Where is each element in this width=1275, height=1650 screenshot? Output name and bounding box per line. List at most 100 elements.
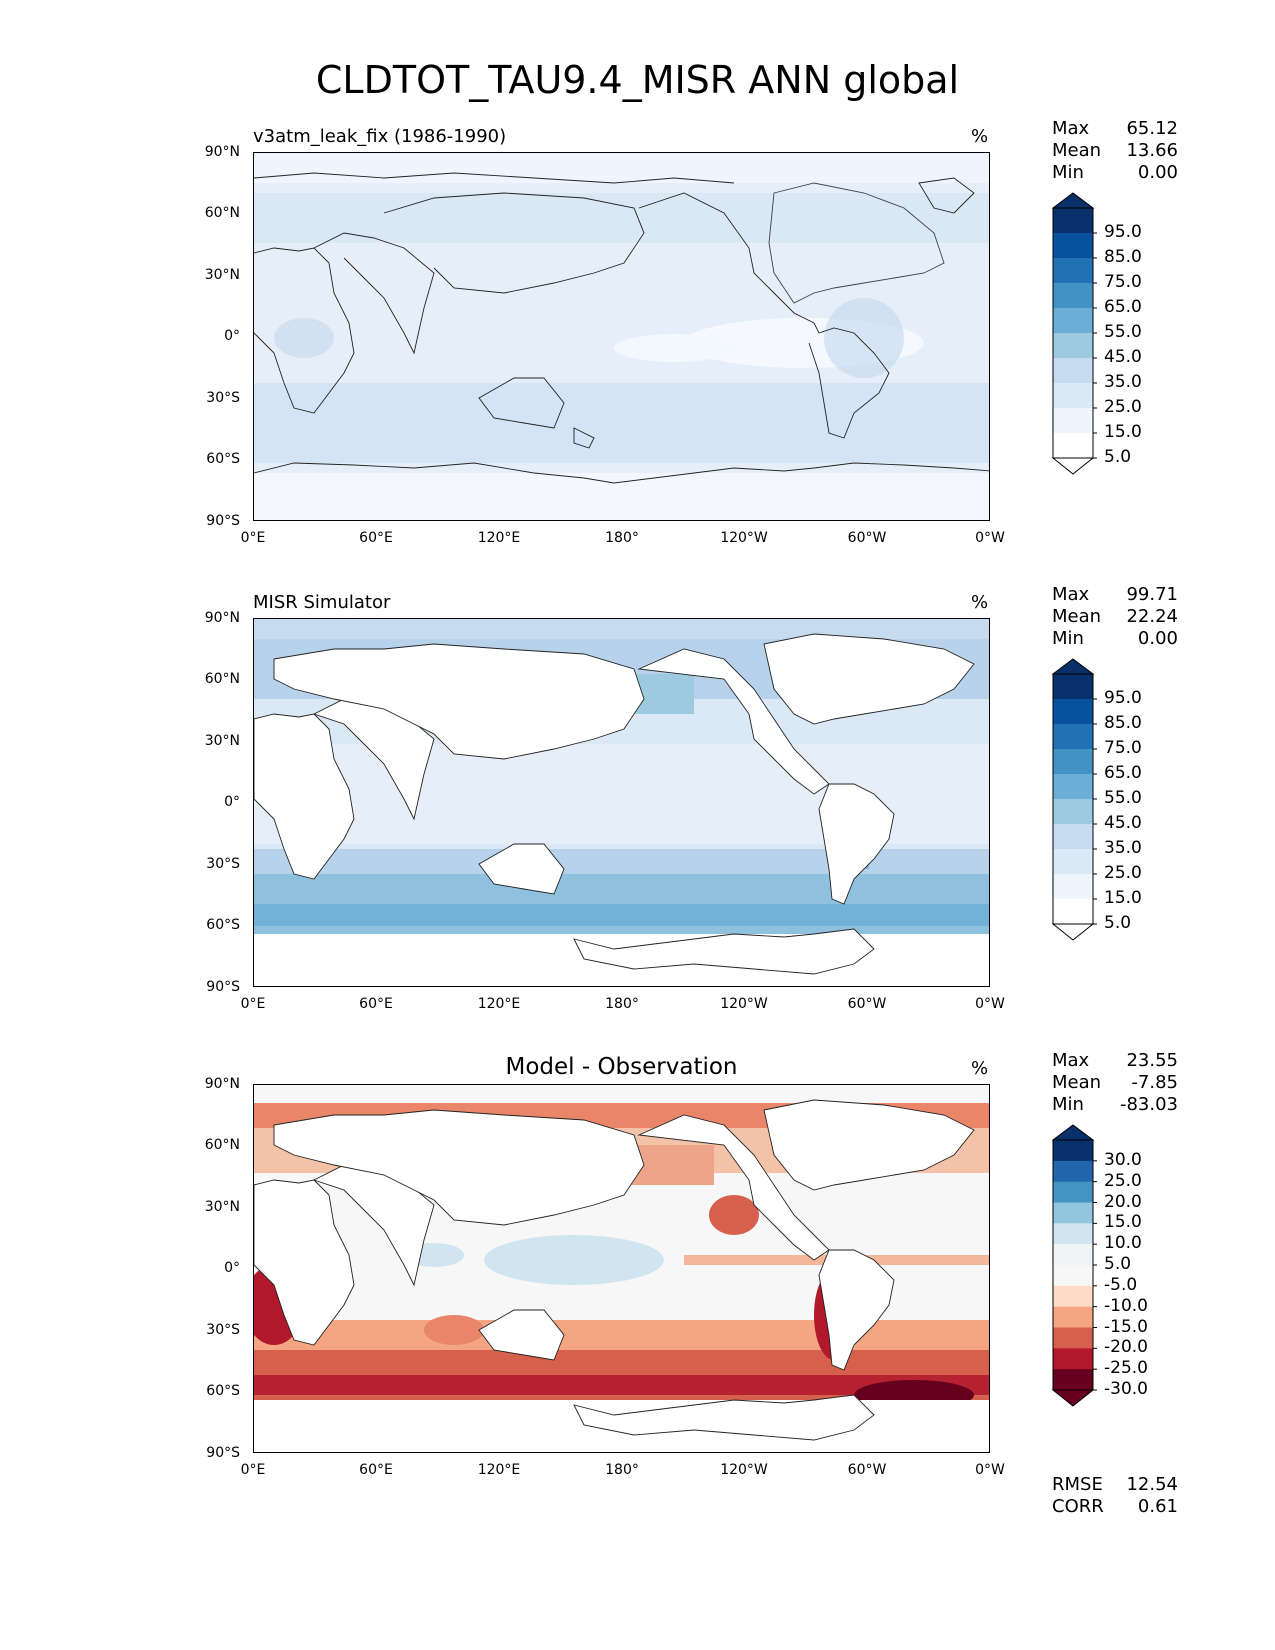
colorbar-segment: [1053, 208, 1093, 234]
colorbar-extend-top: [1052, 192, 1095, 209]
lat-tick: 30°N: [204, 1199, 240, 1215]
colorbar-segment: [1053, 1140, 1093, 1162]
lat-tick: 90°N: [204, 144, 240, 160]
stat-label: Mean: [1052, 606, 1102, 627]
stat-label: Mean: [1052, 140, 1102, 161]
stat-max: 65.12: [1126, 118, 1178, 139]
colorbar-label: 5.0: [1104, 447, 1132, 467]
colorbar-label: -5.0: [1104, 1274, 1138, 1295]
colorbar-label: 35.0: [1104, 838, 1142, 858]
colorbar-label: 55.0: [1104, 788, 1142, 808]
colorbar: [1052, 1124, 1097, 1407]
colorbar-label: 45.0: [1104, 347, 1142, 367]
stat-label: Min: [1052, 162, 1084, 183]
colorbar-segment: [1053, 849, 1093, 875]
colorbar-label: -30.0: [1104, 1379, 1148, 1399]
lon-tick: 0°E: [240, 996, 266, 1012]
panel-title: MISR Simulator: [253, 592, 391, 613]
lon-tick: 60°E: [359, 996, 393, 1012]
lon-tick: 180°: [605, 1462, 639, 1478]
lat-tick: 30°N: [204, 733, 240, 749]
lat-tick: 60°S: [206, 1383, 240, 1399]
lon-tick: 0°E: [240, 530, 266, 546]
colorbar-segment: [1053, 1265, 1093, 1287]
lat-tick: 60°S: [206, 451, 240, 467]
lat-tick: 60°N: [204, 205, 240, 221]
lat-tick: 90°S: [206, 513, 240, 529]
stat-mean: 22.24: [1126, 606, 1178, 627]
lat-tick: 30°S: [206, 856, 240, 872]
colorbar-label: -20.0: [1104, 1337, 1148, 1358]
lat-tick: 60°S: [206, 917, 240, 933]
stat-label: Max: [1052, 584, 1090, 605]
stat-corr: 0.61: [1137, 1496, 1178, 1517]
stats-block: Max 99.71 Mean 22.24 Min 0.00: [1052, 584, 1178, 650]
rmse-corr-block: RMSE 12.54 CORR 0.61: [1052, 1474, 1178, 1518]
figure-title: CLDTOT_TAU9.4_MISR ANN global: [315, 58, 960, 102]
lon-tick: 180°: [605, 530, 639, 546]
stat-mean: 13.66: [1126, 140, 1178, 161]
lon-tick: 60°E: [359, 530, 393, 546]
colorbar-segment: [1053, 308, 1093, 334]
colorbar-segment: [1053, 824, 1093, 850]
lon-tick: 180°: [605, 996, 639, 1012]
colorbar-extend-top: [1052, 658, 1095, 675]
colorbar-segment: [1053, 233, 1093, 259]
colorbar-label: -25.0: [1104, 1358, 1148, 1379]
colorbar-label: -10.0: [1104, 1295, 1148, 1316]
colorbar-segment: [1053, 408, 1093, 434]
colorbar-segment: [1053, 1285, 1093, 1308]
colorbar-label: 55.0: [1104, 322, 1142, 342]
lon-tick: 60°W: [847, 996, 887, 1012]
colorbar-segment: [1053, 1244, 1093, 1266]
stat-label: Max: [1052, 118, 1090, 139]
stat-label: Mean: [1052, 1072, 1102, 1093]
map-svg: [254, 1085, 989, 1452]
colorbar: [1052, 192, 1097, 475]
lon-tick: 60°W: [847, 1462, 887, 1478]
colorbar-label: 30.0: [1104, 1149, 1142, 1170]
colorbar-label: 15.0: [1104, 1212, 1142, 1233]
units-label: %: [971, 592, 989, 613]
stat-mean: -7.85: [1131, 1072, 1178, 1093]
colorbar-label: 25.0: [1104, 397, 1142, 417]
colorbar-segment: [1053, 874, 1093, 900]
stats-block: Max 23.55 Mean -7.85 Min -83.03: [1052, 1050, 1178, 1116]
stats-block: Max 65.12 Mean 13.66 Min 0.00: [1052, 118, 1178, 184]
colorbar-label: 75.0: [1104, 738, 1142, 758]
lon-tick: 0°W: [975, 530, 1005, 546]
colorbar-segment: [1053, 383, 1093, 409]
lat-tick: 60°N: [204, 1137, 240, 1153]
lon-tick: 120°E: [477, 1462, 521, 1478]
colorbar-segment: [1053, 1348, 1093, 1370]
stat-label: RMSE: [1052, 1474, 1103, 1495]
colorbar-label: 95.0: [1104, 688, 1142, 708]
colorbar-segment: [1053, 774, 1093, 800]
map-model: [253, 152, 990, 521]
lat-tick: 90°N: [204, 1076, 240, 1092]
lon-tick: 120°W: [720, 530, 768, 546]
colorbar-label: 5.0: [1104, 913, 1132, 933]
stat-max: 23.55: [1126, 1050, 1178, 1071]
panel-observation: MISR Simulator %: [0, 584, 1275, 1058]
stat-min: 0.00: [1137, 628, 1178, 649]
colorbar-extend-bottom: [1052, 457, 1095, 475]
lat-tick: 30°S: [206, 1322, 240, 1338]
stat-min: -83.03: [1119, 1094, 1178, 1115]
map-observation: [253, 618, 990, 987]
panel-model: v3atm_leak_fix (1986-1990) %: [0, 118, 1275, 592]
colorbar-segment: [1053, 674, 1093, 700]
colorbar-segment: [1053, 283, 1093, 309]
colorbar-label: 65.0: [1104, 763, 1142, 783]
colorbar-label: 95.0: [1104, 222, 1142, 242]
colorbar-segment: [1053, 1306, 1093, 1328]
colorbar-label: 65.0: [1104, 297, 1142, 317]
units-label: %: [971, 1058, 989, 1079]
stat-label: CORR: [1052, 1496, 1104, 1517]
colorbar-segment: [1053, 1327, 1093, 1349]
colorbar-segment: [1053, 1369, 1093, 1391]
colorbar-label: 45.0: [1104, 813, 1142, 833]
colorbar-segment: [1053, 433, 1093, 459]
stat-min: 0.00: [1137, 162, 1178, 183]
colorbar-segment: [1053, 749, 1093, 775]
